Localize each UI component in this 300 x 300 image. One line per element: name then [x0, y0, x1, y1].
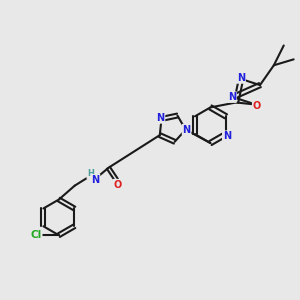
- Text: N: N: [228, 92, 236, 102]
- Text: N: N: [156, 113, 165, 123]
- Text: N: N: [223, 131, 231, 141]
- Text: N: N: [182, 125, 190, 135]
- Text: N: N: [237, 73, 245, 83]
- Text: O: O: [253, 100, 261, 111]
- Text: H: H: [87, 169, 94, 178]
- Text: Cl: Cl: [30, 230, 42, 240]
- Text: N: N: [92, 175, 100, 185]
- Text: O: O: [113, 180, 122, 190]
